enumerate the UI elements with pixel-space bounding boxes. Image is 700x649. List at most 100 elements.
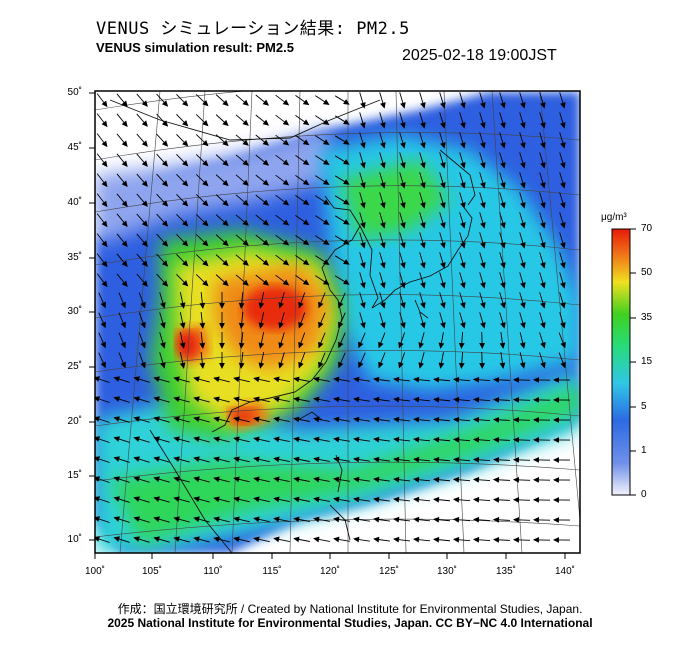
colorbar-tick-label: 1 bbox=[641, 445, 647, 456]
wind-arrowhead bbox=[400, 302, 406, 309]
wind-arrowhead bbox=[121, 120, 128, 128]
wind-arrowhead bbox=[322, 139, 330, 145]
wind-arrowhead bbox=[480, 242, 486, 249]
wind-arrowhead bbox=[353, 536, 360, 543]
wind-arrowhead bbox=[202, 260, 209, 267]
wind-arrowhead bbox=[360, 202, 366, 209]
wind-arrowhead bbox=[140, 361, 146, 369]
wind-arrowhead bbox=[512, 516, 520, 523]
wind-arrowhead bbox=[213, 456, 220, 463]
wind-arrowhead bbox=[433, 436, 440, 443]
wind-arrowhead bbox=[160, 302, 166, 309]
wind-arrowhead bbox=[420, 282, 426, 289]
wind-arrowhead bbox=[552, 457, 559, 463]
wind-arrowhead bbox=[452, 436, 460, 443]
wind-arrowhead bbox=[540, 322, 546, 329]
wind-arrowhead bbox=[500, 162, 506, 169]
wind-arrowhead bbox=[193, 476, 200, 483]
wind-arrowhead bbox=[113, 536, 120, 542]
wind-arrowhead bbox=[313, 476, 320, 483]
wind-arrowhead bbox=[262, 139, 270, 146]
wind-arrowhead bbox=[120, 301, 126, 309]
wind-arrowhead bbox=[560, 262, 566, 269]
wind-arrowhead bbox=[353, 476, 360, 483]
wind-arrowhead bbox=[233, 516, 240, 523]
map-frame bbox=[94, 90, 581, 554]
wind-arrowhead bbox=[213, 436, 220, 443]
wind-arrowhead bbox=[532, 397, 540, 403]
wind-arrowhead bbox=[353, 376, 360, 383]
wind-arrowhead bbox=[560, 341, 566, 349]
wind-arrowhead bbox=[302, 159, 310, 166]
wind-arrowhead bbox=[360, 122, 366, 129]
wind-arrowhead bbox=[433, 476, 440, 483]
wind-arrowhead bbox=[282, 259, 290, 266]
wind-arrowhead bbox=[452, 516, 460, 523]
wind-arrowhead bbox=[400, 222, 406, 229]
wind-arrowhead bbox=[480, 182, 486, 189]
wind-arrowhead bbox=[333, 516, 340, 523]
wind-arrowhead bbox=[380, 322, 386, 329]
wind-arrowhead bbox=[452, 416, 460, 423]
wind-arrowhead bbox=[161, 100, 169, 107]
wind-arrowhead bbox=[182, 240, 189, 247]
wind-arrowhead bbox=[302, 199, 310, 206]
wind-arrowhead bbox=[472, 456, 480, 463]
wind-arrowhead bbox=[222, 219, 229, 227]
wind-arrowhead bbox=[343, 199, 350, 205]
wind-arrowhead bbox=[520, 242, 526, 249]
wind-arrowhead bbox=[420, 102, 426, 109]
wind-arrowhead bbox=[560, 222, 566, 229]
wind-arrowhead bbox=[393, 436, 400, 443]
wind-arrowhead bbox=[202, 220, 209, 227]
wind-arrowhead bbox=[141, 100, 148, 107]
wind-arrowhead bbox=[520, 162, 526, 169]
wind-arrowhead bbox=[333, 536, 340, 543]
wind-arrowhead bbox=[242, 219, 249, 226]
wind-arrowhead bbox=[242, 199, 249, 206]
wind-arrowhead bbox=[480, 202, 486, 209]
wind-arrowhead bbox=[452, 456, 460, 463]
wind-arrowhead bbox=[313, 496, 320, 503]
wind-arrowhead bbox=[213, 496, 220, 503]
wind-arrowhead bbox=[540, 142, 546, 149]
wind-arrowhead bbox=[360, 262, 366, 269]
wind-arrowhead bbox=[500, 202, 506, 209]
wind-arrowhead bbox=[273, 536, 280, 543]
wind-arrowhead bbox=[500, 282, 506, 289]
wind-arrowhead bbox=[153, 536, 160, 542]
lon-tick-label: 115˚ bbox=[262, 566, 282, 577]
wind-arrowhead bbox=[222, 239, 229, 247]
wind-arrowhead bbox=[492, 396, 500, 403]
wind-arrowhead bbox=[322, 259, 330, 265]
wind-arrowhead bbox=[133, 496, 140, 502]
wind-arrowhead bbox=[520, 142, 526, 149]
wind-arrowhead bbox=[472, 376, 480, 383]
wind-arrowhead bbox=[213, 416, 220, 423]
wind-arrowhead bbox=[193, 456, 200, 463]
wind-arrowhead bbox=[360, 102, 366, 109]
lon-tick-label: 100˚ bbox=[84, 566, 105, 577]
wind-arrowhead bbox=[353, 516, 360, 523]
wind-arrowhead bbox=[141, 180, 148, 187]
wind-arrowhead bbox=[313, 436, 320, 443]
colorbar-tick-label: 0 bbox=[641, 489, 647, 500]
wind-arrowhead bbox=[160, 342, 166, 349]
lon-tick-label: 125˚ bbox=[378, 566, 399, 577]
wind-arrowhead bbox=[273, 496, 280, 503]
wind-arrowhead bbox=[500, 322, 506, 329]
wind-arrowhead bbox=[440, 102, 446, 109]
wind-arrowhead bbox=[278, 362, 284, 369]
wind-arrowhead bbox=[492, 536, 500, 543]
wind-arrowhead bbox=[433, 496, 440, 503]
wind-arrowhead bbox=[420, 162, 426, 169]
wind-arrowhead bbox=[153, 376, 160, 382]
wind-arrowhead bbox=[202, 100, 209, 107]
wind-arrowhead bbox=[101, 280, 108, 288]
wind-arrowhead bbox=[242, 139, 249, 146]
wind-arrowhead bbox=[298, 321, 304, 329]
wind-arrowhead bbox=[552, 397, 559, 403]
wind-arrowhead bbox=[540, 282, 546, 289]
wind-arrowhead bbox=[520, 322, 526, 329]
